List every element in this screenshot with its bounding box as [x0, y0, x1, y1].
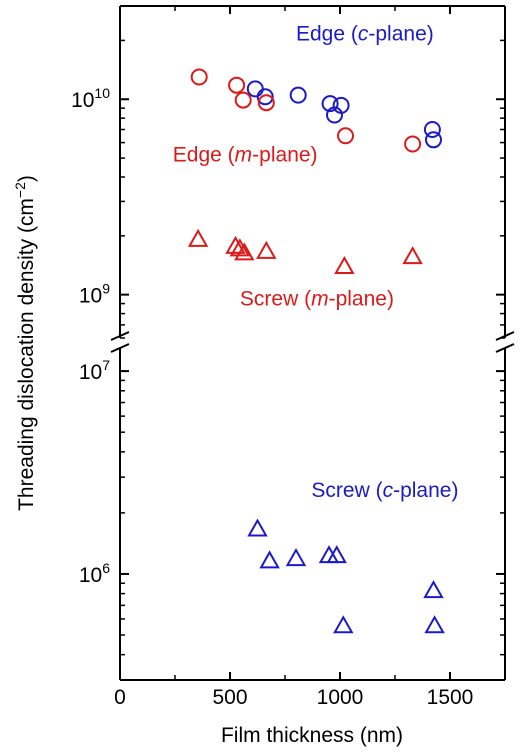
y-axis-title-close: ): [15, 175, 38, 182]
y-tick-label: 106: [79, 560, 110, 587]
data-markers: [187, 68, 445, 634]
chart-frame: [110, 5, 515, 681]
x-tick-label: 500: [212, 686, 247, 709]
screw_c-point: [423, 580, 444, 599]
edge_m-point: [228, 76, 246, 94]
screw_m-label: Screw (m-plane): [240, 287, 394, 310]
edge_c-label: Edge (c-plane): [296, 22, 434, 45]
y-tick-label: 1010: [71, 85, 110, 112]
edge_c-point: [425, 131, 442, 149]
edge_c-point: [246, 80, 264, 98]
series-annotations: Edge (c-plane) Edge (m-plane) Screw (m-pla…: [173, 22, 459, 501]
edge_c-point: [289, 86, 307, 104]
screw_m-point: [234, 242, 255, 261]
screw_m-point: [187, 228, 209, 247]
y-axis-title-main: Threading dislocation density (cm: [15, 198, 38, 511]
axis-break-left: [110, 331, 130, 353]
screw_m-point: [229, 238, 251, 257]
screw_m-point: [256, 240, 277, 259]
edge_m-label: Edge (m-plane): [173, 144, 318, 167]
edge_c-point: [321, 95, 339, 113]
edge_m-point: [257, 94, 275, 112]
y-axis-title-sup: −2: [12, 182, 28, 198]
edge_c-point: [256, 88, 274, 106]
edge_m-point: [234, 91, 252, 109]
screw_c-point: [424, 615, 445, 634]
y-axis-title: Threading dislocation density (cm−2): [12, 175, 38, 511]
x-tick-label: 1500: [427, 686, 474, 709]
edge_m-point: [190, 68, 208, 86]
y-tick-label: 109: [79, 281, 110, 308]
y-tick-label: 107: [79, 357, 110, 384]
screw_m-point: [334, 255, 355, 275]
tick-marks: [119, 5, 505, 681]
x-tick-label: 1000: [317, 686, 364, 709]
edge_c-point: [332, 96, 350, 114]
screw_m-point: [225, 235, 246, 254]
screw_c-point: [326, 545, 347, 564]
y-tick-labels: 109 1010 106 107: [71, 85, 110, 587]
axis-break-right: [495, 331, 515, 353]
edge_m-point: [337, 127, 354, 145]
x-tick-labels: 0 500 1000 1500: [114, 686, 473, 709]
edge_c-point: [423, 121, 441, 139]
screw_m-point: [402, 246, 423, 265]
screw_c-point: [247, 518, 268, 537]
x-tick-label: 0: [114, 686, 126, 709]
screw_c-point: [285, 548, 307, 567]
edge_m-point: [404, 135, 422, 153]
screw_c-point: [259, 550, 280, 569]
screw_c-label: Screw (c-plane): [311, 479, 458, 502]
screw_c-point: [333, 615, 354, 634]
x-axis-title: Film thickness (nm): [221, 724, 403, 747]
